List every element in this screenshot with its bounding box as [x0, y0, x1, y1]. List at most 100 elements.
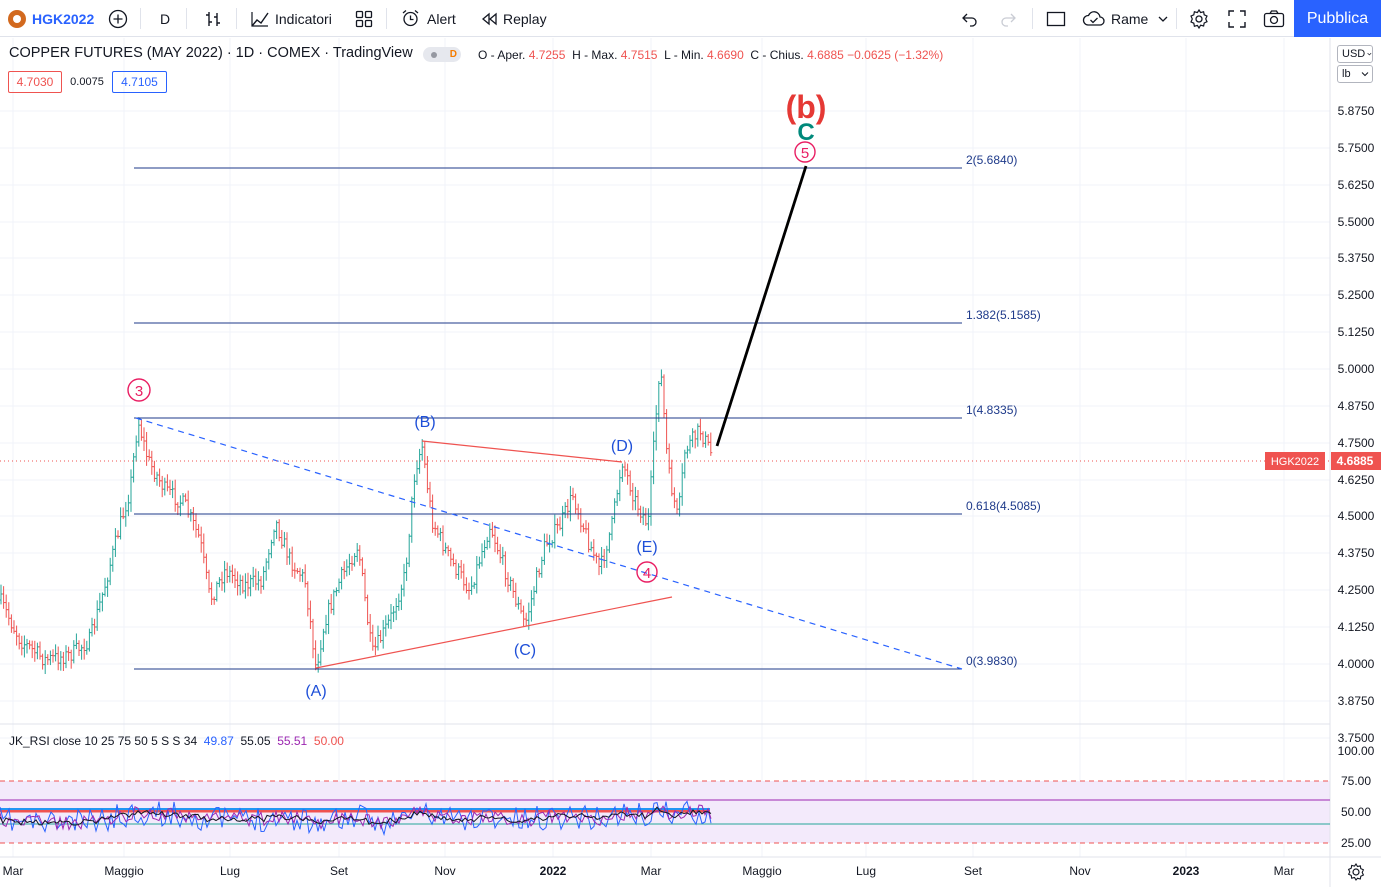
wave-label-3: 3 — [135, 383, 143, 400]
axis-settings-icon[interactable] — [1347, 862, 1365, 881]
currency-select[interactable]: USD — [1337, 45, 1373, 63]
price-tick-label: 4.0000 — [1338, 657, 1375, 671]
fullscreen-button[interactable] — [1227, 0, 1247, 37]
price-tick-label: 5.6250 — [1338, 178, 1375, 192]
time-tick-label: Set — [964, 864, 983, 878]
layouts-button[interactable] — [354, 0, 374, 37]
symbol-name: HGK2022 — [32, 10, 95, 27]
divider — [236, 8, 237, 29]
wave-5-circle — [794, 141, 816, 163]
triangle-lower-line — [315, 596, 673, 669]
rsi-legend[interactable]: JK_RSI close 10 25 75 50 5 S S 34 49.87 … — [9, 734, 344, 748]
time-tick-label: Maggio — [742, 864, 782, 878]
triangle-upper-line — [421, 440, 623, 463]
add-symbol-button[interactable] — [108, 0, 128, 37]
price-tick-label: 4.5000 — [1338, 509, 1375, 523]
interval-button[interactable]: D — [160, 0, 170, 37]
settings-button[interactable] — [1188, 0, 1210, 37]
time-tick-label: Mar — [1274, 864, 1295, 878]
wave-label-E: (E) — [636, 539, 657, 556]
time-tick-label: Mar — [641, 864, 662, 878]
currency-label: USD — [1342, 48, 1366, 60]
divider — [1176, 8, 1177, 29]
replay-button[interactable]: Replay — [479, 0, 547, 37]
wave-label-c: C — [797, 119, 814, 146]
alert-button[interactable]: Alert — [400, 0, 456, 37]
close-value: 4.6885 — [807, 48, 844, 62]
snapshot-button[interactable] — [1263, 0, 1285, 37]
save-layout-button[interactable]: Rame — [1082, 0, 1170, 37]
price-tick-label: 3.7500 — [1338, 731, 1375, 745]
replay-label: Replay — [503, 10, 547, 27]
bid-value: 4.7030 — [16, 75, 54, 89]
symbol-search[interactable]: HGK2022 — [8, 0, 94, 37]
grid-layout-icon — [355, 10, 373, 27]
chart-canvas[interactable]: 2(5.6840) 1.382(5.1585) 1(4.8335) 0.618(4.5… — [0, 38, 1381, 887]
close-label: C - Chius. — [750, 48, 804, 62]
projection-line — [715, 165, 808, 447]
undo-button[interactable] — [960, 0, 980, 37]
wave-4-circle — [636, 561, 658, 583]
spread-value: 0.0075 — [70, 76, 104, 88]
time-axis[interactable]: Mar Maggio Lug Set Nov 2022 Mar Maggio Lug Set Nov… — [3, 864, 1295, 878]
interval-label: D — [160, 10, 171, 27]
rsi-tick-label: 100.00 — [1338, 744, 1375, 758]
symbol-logo-icon — [8, 9, 26, 28]
publish-button[interactable]: Pubblica — [1294, 0, 1381, 37]
last-symbol-label: HGK2022 — [1271, 456, 1319, 468]
wave-label-A: (A) — [305, 683, 326, 700]
divider — [140, 8, 141, 29]
gear-icon — [1190, 8, 1208, 29]
high-label: H - Max. — [572, 48, 618, 62]
time-tick-label: 2022 — [540, 864, 567, 878]
wave-drawings[interactable] — [135, 165, 963, 670]
fib-extension[interactable]: 2(5.6840) 1.382(5.1585) 1(4.8335) 0.618(4.5… — [134, 153, 1041, 670]
price-tick-label: 4.3750 — [1338, 546, 1375, 560]
price-tick-label: 3.8750 — [1338, 694, 1375, 708]
chevron-down-icon — [1158, 16, 1168, 22]
rsi-value-1: 49.87 — [203, 734, 234, 748]
fullscreen-layout-button[interactable] — [1046, 0, 1066, 37]
time-tick-label: Nov — [434, 864, 455, 878]
rsi-tick-label: 25.00 — [1341, 836, 1371, 850]
rsi-tick-label: 75.00 — [1341, 774, 1371, 788]
indicators-icon — [251, 11, 269, 27]
redo-icon — [1001, 13, 1016, 27]
price-axis[interactable]: 5.8750 5.7500 5.6250 5.5000 5.3750 5.2500 5.12… — [1338, 104, 1375, 745]
rewind-icon — [481, 12, 497, 25]
chart-type-button[interactable] — [203, 0, 223, 37]
fib-level-label: 0(3.9830) — [966, 654, 1017, 668]
rsi-value-4: 50.00 — [313, 734, 344, 748]
alert-label: Alert — [427, 10, 456, 27]
camera-icon — [1263, 9, 1285, 27]
price-bars — [0, 369, 713, 675]
ask-value: 4.7105 — [121, 75, 158, 89]
unit-select[interactable]: lb — [1337, 65, 1373, 83]
change-value: −0.0625 (−1.32%) — [847, 48, 944, 62]
time-tick-label: 2023 — [1173, 864, 1200, 878]
divider — [386, 8, 387, 29]
rsi-tick-label: 50.00 — [1341, 805, 1371, 819]
time-tick-label: Lug — [220, 864, 240, 878]
rsi-pane — [0, 780, 1330, 844]
last-price-tag — [1331, 452, 1381, 470]
divider — [186, 8, 187, 29]
sell-price-button[interactable]: 4.7030 — [8, 71, 62, 93]
unit-label: lb — [1342, 68, 1351, 80]
plus-circle-icon — [108, 9, 128, 28]
wave-label-4: 4 — [643, 565, 651, 582]
buy-price-button[interactable]: 4.7105 — [112, 71, 167, 93]
price-tick-label: 5.1250 — [1338, 325, 1375, 339]
time-tick-label: Set — [330, 864, 349, 878]
wave-label-C: (C) — [514, 642, 536, 659]
last-price-label: 4.6885 — [1337, 454, 1374, 468]
chevron-down-icon — [1367, 52, 1372, 56]
low-label: L - Min. — [664, 48, 704, 62]
rsi-axis: 100.00 75.00 50.00 25.00 — [1338, 744, 1375, 850]
price-tick-label: 5.5000 — [1338, 215, 1375, 229]
price-tick-label: 5.8750 — [1338, 104, 1375, 118]
layout-name: Rame — [1111, 10, 1149, 27]
indicators-button[interactable]: Indicatori — [250, 0, 332, 37]
redo-button[interactable] — [998, 0, 1018, 37]
price-tick-label: 5.0000 — [1338, 362, 1375, 376]
